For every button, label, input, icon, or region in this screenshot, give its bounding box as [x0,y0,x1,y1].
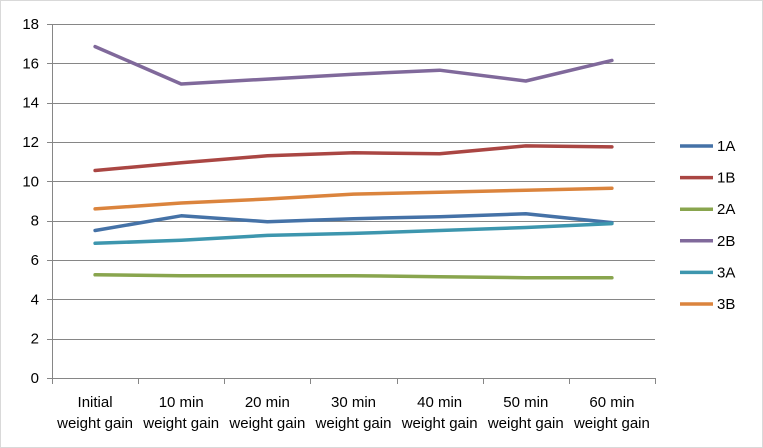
y-tick-label: 6 [31,252,39,269]
y-tick-label: 16 [22,55,39,72]
legend-label: 3B [717,296,735,313]
legend-label: 3A [717,264,735,281]
axes [47,24,656,384]
x-tick-labels: Initial weight gain 10 min weight gain 20 mi… [56,394,650,432]
x-tick-label: weight gain [228,415,305,432]
y-tick-label: 8 [31,213,39,230]
series-lines [93,44,614,280]
series-line-3a [93,221,614,246]
y-tick-label: 2 [31,331,39,348]
y-tick-labels: 0 2 4 6 8 10 12 14 16 18 [22,16,39,387]
legend-label: 1A [717,138,735,155]
legend-label: 1B [717,170,735,187]
y-tick-label: 10 [22,173,39,190]
y-tick-label: 18 [22,16,39,33]
legend-label: 2B [717,233,735,250]
series-line-1a [93,212,614,233]
legend-label: 2A [717,201,735,218]
x-tick-label: 20 min [245,394,290,411]
x-tick-label: 10 min [159,394,204,411]
x-tick-label: Initial [78,394,113,411]
series-line-2a [93,273,614,280]
x-tick-label: weight gain [487,415,564,432]
y-tick-label: 4 [31,291,39,308]
x-tick-label: weight gain [573,415,650,432]
series-line-3b [93,186,614,211]
x-tick-label: weight gain [315,415,392,432]
series-line-2b [93,44,614,86]
legend: 1A 1B 2A 2B 3A 3B [680,138,735,313]
y-tick-label: 0 [31,370,39,387]
y-tick-label: 12 [22,134,39,151]
x-tick-label: 60 min [589,394,634,411]
y-tick-label: 14 [22,95,39,112]
x-tick-label: 40 min [417,394,462,411]
x-tick-label: weight gain [56,415,133,432]
x-tick-label: 50 min [503,394,548,411]
x-tick-label: weight gain [142,415,219,432]
x-tick-label: 30 min [331,394,376,411]
x-tick-label: weight gain [401,415,478,432]
series-line-1b [93,144,614,173]
